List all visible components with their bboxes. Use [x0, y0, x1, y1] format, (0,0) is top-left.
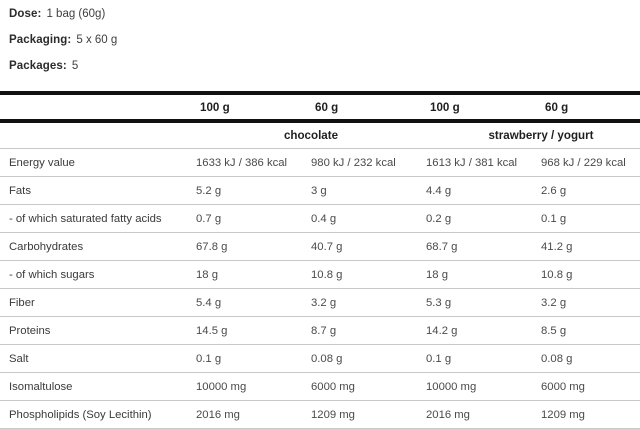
row-value: 10000 mg: [196, 380, 247, 393]
row-value: 6000 mg: [311, 380, 355, 393]
packaging-value: 5 x 60 g: [76, 34, 118, 46]
row-label: Fats: [9, 184, 31, 197]
table-row: - of which sugars 18 g 10.8 g 18 g 10.8 …: [0, 261, 640, 288]
row-value: 968 kJ / 229 kcal: [541, 156, 626, 169]
row-divider: [0, 176, 640, 177]
row-value: 5.3 g: [426, 296, 452, 309]
row-divider: [0, 232, 640, 233]
row-value: 0.2 g: [426, 212, 452, 225]
row-value: 2016 mg: [196, 408, 240, 421]
row-value: 41.2 g: [541, 240, 573, 253]
row-label: - of which sugars: [9, 268, 95, 281]
table-row: - of which saturated fatty acids 0.7 g 0…: [0, 205, 640, 232]
row-value: 1633 kJ / 386 kcal: [196, 156, 288, 169]
row-value: 1209 mg: [541, 408, 585, 421]
row-value: 5.4 g: [196, 296, 222, 309]
row-value: 68.7 g: [426, 240, 458, 253]
product-meta: Dose: 1 bag (60g) Packaging: 5 x 60 g Pa…: [0, 0, 640, 86]
table-row: Fats 5.2 g 3 g 4.4 g 2.6 g: [0, 177, 640, 204]
flavour-group-strawberry-yogurt: strawberry / yogurt: [488, 129, 594, 142]
row-value: 0.1 g: [196, 352, 222, 365]
row-value: 8.7 g: [311, 324, 337, 337]
row-divider: [0, 260, 640, 261]
flavour-group-chocolate: chocolate: [283, 129, 339, 142]
table-row: Energy value 1633 kJ / 386 kcal 980 kJ /…: [0, 149, 640, 176]
serving-header-1: 100 g: [200, 100, 230, 114]
row-divider: [0, 344, 640, 345]
table-row: Fiber 5.4 g 3.2 g 5.3 g 3.2 g: [0, 289, 640, 316]
flavour-header-row: chocolate strawberry / yogurt: [0, 123, 640, 148]
serving-header-row: 100 g 60 g 100 g 60 g: [0, 95, 640, 119]
nutrition-table: 100 g 60 g 100 g 60 g chocolate strawber…: [0, 91, 640, 429]
row-value: 67.8 g: [196, 240, 228, 253]
row-value: 0.08 g: [541, 352, 573, 365]
row-value: 0.7 g: [196, 212, 222, 225]
row-value: 2.6 g: [541, 184, 567, 197]
row-value: 1209 mg: [311, 408, 355, 421]
serving-header-4: 60 g: [545, 100, 569, 114]
row-label: Phospholipids (Soy Lecithin): [9, 408, 152, 421]
packaging-label: Packaging:: [9, 34, 72, 46]
row-value: 8.5 g: [541, 324, 567, 337]
row-value: 0.4 g: [311, 212, 337, 225]
row-divider: [0, 204, 640, 205]
serving-header-3: 100 g: [430, 100, 460, 114]
row-value: 6000 mg: [541, 380, 585, 393]
row-value: 5.2 g: [196, 184, 222, 197]
row-value: 3.2 g: [311, 296, 337, 309]
row-value: 3.2 g: [541, 296, 567, 309]
row-label: - of which saturated fatty acids: [9, 212, 162, 225]
row-value: 18 g: [196, 268, 218, 281]
packages-label: Packages:: [9, 60, 67, 72]
row-divider: [0, 288, 640, 289]
row-divider: [0, 148, 640, 149]
row-divider: [0, 316, 640, 317]
row-value: 10000 mg: [426, 380, 477, 393]
row-value: 1613 kJ / 381 kcal: [426, 156, 518, 169]
serving-header-2: 60 g: [315, 100, 339, 114]
row-value: 10.8 g: [311, 268, 343, 281]
table-top-bar: [0, 91, 640, 95]
row-value: 18 g: [426, 268, 448, 281]
row-value: 3 g: [311, 184, 327, 197]
row-value: 4.4 g: [426, 184, 452, 197]
row-label: Salt: [9, 352, 29, 365]
table-row: Phospholipids (Soy Lecithin) 2016 mg 120…: [0, 401, 640, 428]
table-row: Carbohydrates 67.8 g 40.7 g 68.7 g 41.2 …: [0, 233, 640, 260]
row-divider: [0, 372, 640, 373]
row-label: Fiber: [9, 296, 35, 309]
row-label: Isomaltulose: [9, 380, 73, 393]
packages-value: 5: [71, 60, 79, 72]
row-value: 14.2 g: [426, 324, 458, 337]
table-row: Salt 0.1 g 0.08 g 0.1 g 0.08 g: [0, 345, 640, 372]
row-label: Proteins: [9, 324, 51, 337]
row-value: 14.5 g: [196, 324, 228, 337]
meta-row-dose: Dose: 1 bag (60g): [9, 8, 640, 34]
table-row: Proteins 14.5 g 8.7 g 14.2 g 8.5 g: [0, 317, 640, 344]
table-header-bar: [0, 119, 640, 123]
row-divider: [0, 400, 640, 401]
row-value: 980 kJ / 232 kcal: [311, 156, 396, 169]
row-value: 0.1 g: [541, 212, 567, 225]
row-value: 10.8 g: [541, 268, 573, 281]
table-row: Isomaltulose 10000 mg 6000 mg 10000 mg 6…: [0, 373, 640, 400]
row-value: 40.7 g: [311, 240, 343, 253]
row-value: 0.1 g: [426, 352, 452, 365]
meta-row-packages: Packages: 5: [9, 60, 640, 86]
dose-value: 1 bag (60g): [46, 8, 106, 20]
row-value: 2016 mg: [426, 408, 470, 421]
meta-row-packaging: Packaging: 5 x 60 g: [9, 34, 640, 60]
dose-label: Dose:: [9, 8, 42, 20]
row-label: Carbohydrates: [9, 240, 84, 253]
row-label: Energy value: [9, 156, 75, 169]
row-value: 0.08 g: [311, 352, 343, 365]
